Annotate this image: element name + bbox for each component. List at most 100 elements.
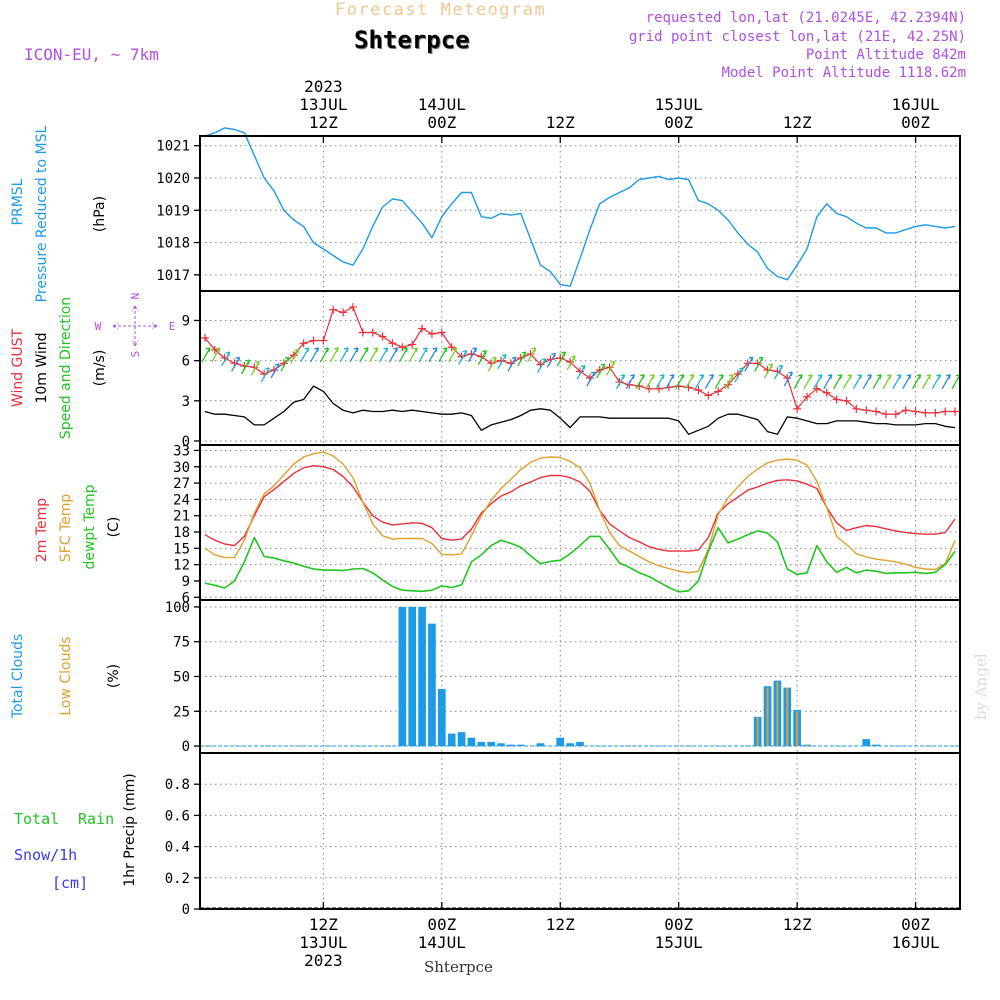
- wind-direction-arrow: [635, 374, 645, 390]
- bottom-time-label: 14JUL: [418, 933, 466, 952]
- top-time-label: 2023: [304, 77, 343, 96]
- gust-marker: [911, 407, 920, 416]
- wind-direction-arrow: [339, 347, 349, 363]
- top-time-label: 16JUL: [891, 95, 939, 114]
- compass-w-icon: W: [95, 320, 102, 333]
- y-tick-label: 21: [173, 509, 190, 525]
- wind-direction-arrow: [201, 347, 211, 363]
- wind-direction-arrow: [803, 374, 813, 390]
- precip-unit-label: 1hr Precip (mm): [122, 773, 138, 886]
- wind-direction-arrow: [596, 363, 606, 379]
- gust-marker: [931, 408, 940, 417]
- wind-direction-arrow: [763, 363, 774, 379]
- y-tick-label: 9: [182, 313, 190, 329]
- wind-direction-arrow: [369, 347, 379, 363]
- low-cloud-bar: [776, 682, 779, 747]
- grid-layer: [200, 136, 960, 909]
- total-cloud-bar: [428, 623, 436, 747]
- y-tick-label: 50: [173, 670, 190, 686]
- gust-marker: [378, 332, 387, 341]
- model-label: ICON-EU, ~ 7km: [24, 45, 159, 64]
- pressure-unit-label: (hPa): [92, 196, 108, 232]
- wind-direction-arrow: [408, 347, 418, 363]
- gust-marker: [408, 340, 417, 349]
- top-time-label: 15JUL: [655, 95, 703, 114]
- wind-direction-arrow: [556, 351, 566, 367]
- gust-marker: [427, 329, 436, 338]
- y-tick-label: 18: [173, 525, 190, 541]
- pressure-line: [204, 127, 956, 287]
- compass-ns-arrows-icon: [131, 305, 139, 347]
- dewpt-label: dewpt Temp: [82, 484, 98, 569]
- low-clouds-label: Low Clouds: [58, 636, 74, 715]
- wind-direction-arrow: [665, 374, 675, 390]
- bottom-time-label: 00Z: [427, 915, 456, 934]
- wind-direction-arrow: [931, 374, 941, 390]
- low-cloud-bar: [806, 744, 809, 747]
- wind-direction-arrow: [487, 356, 497, 372]
- wind-direction-arrow: [418, 347, 428, 363]
- y-tick-label: 1021: [156, 139, 190, 155]
- wind-direction-arrow: [221, 351, 231, 367]
- temp-sfc-label: SFC Temp: [58, 494, 74, 563]
- compass-s-icon: S: [129, 351, 142, 358]
- snow-unit-label: [cm]: [52, 874, 88, 892]
- gust-marker: [309, 336, 318, 345]
- top-time-label: 00Z: [901, 113, 930, 132]
- y-tick-label: 1018: [156, 236, 190, 252]
- wind-direction-arrow: [477, 349, 487, 365]
- wind-10m-label: 10m Wind: [34, 332, 50, 403]
- temp-2m-line: [204, 465, 956, 552]
- y-tick-label: 0: [182, 902, 190, 918]
- y-tick-label: 0.2: [165, 871, 190, 887]
- y-tick-label: 27: [173, 476, 190, 492]
- wind-direction-arrow: [240, 359, 251, 375]
- y-tick-label: 24: [173, 492, 190, 508]
- wind-direction-arrow: [852, 374, 862, 390]
- bottom-time-label: 2023: [304, 951, 343, 970]
- gust-marker: [921, 408, 930, 417]
- wind-direction-arrow: [398, 347, 408, 363]
- bottom-time-label: 12Z: [783, 915, 812, 934]
- total-cloud-bar: [497, 743, 505, 747]
- wind-direction-arrow: [615, 374, 626, 390]
- total-cloud-bar: [487, 741, 496, 747]
- wind-direction-arrow: [645, 374, 655, 390]
- y-tick-label: 0.4: [165, 840, 190, 856]
- wind-direction-arrow: [438, 347, 448, 363]
- wind-direction-arrow: [902, 374, 912, 390]
- gust-marker: [852, 404, 861, 413]
- precip-panel-frame: [199, 752, 961, 910]
- bottom-time-label: 00Z: [901, 915, 930, 934]
- y-tick-label: 75: [173, 635, 190, 651]
- wind-direction-arrow: [734, 367, 744, 383]
- wind-direction-arrow: [941, 374, 951, 390]
- gust-marker: [447, 343, 456, 352]
- y-tick-label: 1017: [156, 268, 190, 284]
- total-clouds-label: Total Clouds: [10, 634, 26, 719]
- temp-sfc-line: [204, 451, 956, 574]
- low-cloud-bar: [766, 687, 769, 747]
- gust-marker: [348, 303, 357, 312]
- wind-direction-arrow: [921, 374, 932, 390]
- wind-direction-arrow: [388, 347, 399, 363]
- wind-unit-label: (m/s): [92, 350, 108, 387]
- prmsl-label: PRMSL: [10, 178, 26, 225]
- temp-2m-label: 2m Temp: [34, 498, 50, 562]
- wind-direction-arrow: [823, 374, 833, 390]
- snow-label: Snow/1h: [14, 846, 77, 864]
- y-tick-label: 0: [182, 434, 190, 450]
- y-tick-label: 25: [173, 704, 190, 720]
- gust-marker: [329, 305, 338, 314]
- wind-direction-arrow: [536, 358, 547, 373]
- compass-n-icon: N: [129, 293, 142, 300]
- gust-marker: [793, 404, 802, 413]
- top-time-label: 00Z: [427, 113, 456, 132]
- wind-direction-arrow: [467, 347, 478, 363]
- bottom-time-label: 16JUL: [891, 933, 939, 952]
- requested-coords: requested lon,lat (21.0245E, 42.2394N): [645, 10, 966, 26]
- low-cloud-bar: [796, 711, 799, 747]
- total-cloud-bar: [447, 733, 456, 747]
- wind-direction-arrow: [655, 374, 665, 390]
